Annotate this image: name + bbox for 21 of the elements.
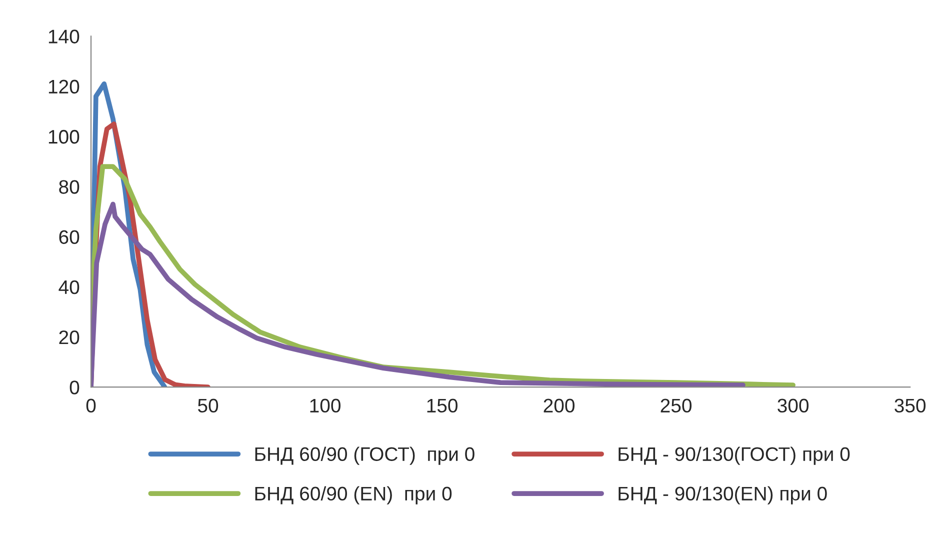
y-tick-label: 0 (70, 380, 80, 394)
x-tick-label: 250 (660, 398, 692, 413)
x-tick-label: 300 (778, 398, 809, 413)
legend-label: БНД - 90/130(EN) при 0 (618, 486, 827, 504)
legend-label: БНД - 90/130(ГОСТ) при 0 (618, 446, 850, 465)
y-tick-label: 40 (58, 280, 80, 294)
y-tick-label: 20 (59, 330, 80, 344)
y-tick-label: 80 (59, 180, 80, 194)
y-tick-label: 60 (59, 230, 80, 244)
y-tick-label: 140 (48, 30, 80, 44)
x-tick-label: 100 (310, 398, 340, 413)
x-tick-label: 350 (894, 398, 926, 413)
legend-label: БНД 60/90 (EN) при 0 (255, 486, 452, 504)
x-tick-label: 150 (427, 398, 458, 413)
y-tick-label: 100 (48, 130, 80, 144)
x-tick-label: 50 (198, 398, 218, 413)
y-tick-label: 120 (48, 80, 80, 94)
legend-label: БНД 60/90 (ГОСТ) при 0 (255, 446, 474, 465)
line-series (91, 202, 746, 388)
x-tick-label: 200 (544, 398, 575, 413)
x-tick-label: 0 (86, 398, 96, 413)
